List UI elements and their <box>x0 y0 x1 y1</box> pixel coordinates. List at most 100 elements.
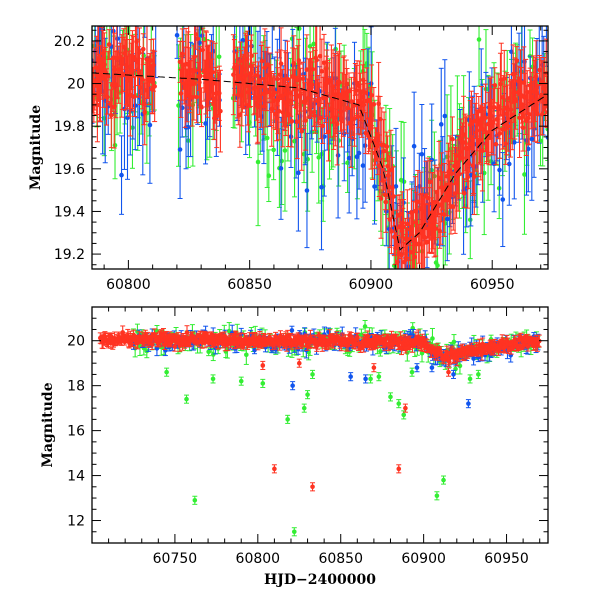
data-point <box>106 29 112 60</box>
data-point <box>294 84 300 160</box>
data-point <box>424 226 430 258</box>
data-point <box>199 87 205 128</box>
y-tick-label: 18 <box>67 379 85 395</box>
y-tick-label: 19.6 <box>54 162 85 178</box>
data-point <box>396 399 402 409</box>
data-point <box>429 363 435 373</box>
top-data-points <box>92 26 548 269</box>
data-point <box>449 150 455 198</box>
data-point <box>365 330 371 342</box>
data-point <box>337 43 343 122</box>
data-point <box>303 90 309 151</box>
data-point <box>371 87 377 122</box>
y-tick-label: 16 <box>67 424 85 440</box>
data-point <box>310 369 316 379</box>
y-tick-label: 12 <box>67 514 85 530</box>
data-point <box>441 475 447 485</box>
data-point <box>310 482 316 492</box>
data-point <box>237 41 243 81</box>
data-point <box>184 325 190 340</box>
bottom-data-points <box>97 320 542 537</box>
x-tick-label: 60800 <box>106 277 151 293</box>
data-point <box>325 102 331 162</box>
data-point <box>433 200 439 257</box>
data-point <box>431 212 437 258</box>
data-point <box>278 27 284 100</box>
y-tick-label: 19.8 <box>54 119 85 135</box>
top-panel: 60800 60850 60900 60950 19.2 19.4 19.6 19.8 20 20… <box>28 25 549 293</box>
data-point <box>210 374 216 384</box>
data-point <box>192 495 198 505</box>
data-point <box>493 123 499 166</box>
data-point <box>271 464 277 474</box>
data-point <box>299 91 305 171</box>
x-tick-label: 60800 <box>236 551 281 567</box>
bottom-plot-frame <box>91 306 549 544</box>
data-point <box>402 403 408 413</box>
x-tick-label: 60850 <box>318 551 363 567</box>
data-point <box>304 34 310 105</box>
data-point <box>362 320 368 333</box>
data-point <box>348 372 354 382</box>
top-axis-ticks: 60800 60850 60900 60950 19.2 19.4 19.6 19.8 20 20… <box>54 26 548 293</box>
data-point <box>504 72 510 156</box>
data-point <box>482 83 488 153</box>
data-point <box>317 26 323 88</box>
data-point <box>378 158 384 239</box>
data-point <box>391 166 397 227</box>
x-tick-label: 60850 <box>227 277 272 293</box>
bottom-axis-ticks: 60750 60800 60850 60900 60950 12 14 16 18 20 <box>67 306 548 567</box>
data-point <box>446 367 452 377</box>
data-point <box>395 194 401 237</box>
y-tick-label: 20 <box>67 77 85 93</box>
data-point <box>285 414 291 424</box>
data-point <box>291 527 297 537</box>
data-point <box>500 152 506 248</box>
data-point <box>467 180 473 260</box>
bottom-panel: 60750 60800 60850 60900 60950 12 14 16 18 20 Magn… <box>40 306 549 588</box>
bottom-x-axis-label: HJD−2400000 <box>264 572 376 588</box>
data-point <box>450 182 456 231</box>
data-point <box>259 41 265 81</box>
y-tick-label: 19.4 <box>54 204 85 220</box>
y-tick-label: 19.2 <box>54 247 85 263</box>
data-point <box>260 378 266 388</box>
data-point <box>358 328 364 341</box>
data-point <box>296 358 302 368</box>
data-point <box>376 372 382 382</box>
data-point <box>381 111 387 191</box>
data-point <box>411 91 417 201</box>
y-tick-label: 14 <box>67 469 85 485</box>
top-y-axis-label: Magnitude <box>28 105 44 190</box>
data-point <box>296 38 302 82</box>
data-point <box>514 46 520 76</box>
data-point <box>217 69 223 153</box>
data-point <box>340 56 346 137</box>
x-tick-label: 60900 <box>349 277 394 293</box>
data-point <box>140 33 146 66</box>
data-point <box>476 26 482 87</box>
data-point <box>475 369 481 379</box>
data-point <box>174 26 180 59</box>
x-tick-label: 60900 <box>401 551 446 567</box>
data-point <box>446 358 452 365</box>
data-point <box>310 47 316 92</box>
data-point <box>260 360 266 370</box>
data-point <box>396 464 402 474</box>
data-point <box>467 374 473 384</box>
data-point <box>318 96 324 140</box>
data-point <box>450 369 456 379</box>
data-point <box>543 38 548 109</box>
data-point <box>305 390 311 400</box>
data-point <box>414 363 420 373</box>
top-model-curve <box>92 72 548 251</box>
data-point <box>238 376 244 386</box>
data-point <box>276 82 282 141</box>
data-point <box>266 149 272 203</box>
data-point <box>94 67 100 143</box>
data-point <box>334 82 340 166</box>
data-point <box>119 135 125 215</box>
data-point <box>423 160 429 231</box>
data-point <box>387 392 393 402</box>
data-point <box>465 399 471 409</box>
